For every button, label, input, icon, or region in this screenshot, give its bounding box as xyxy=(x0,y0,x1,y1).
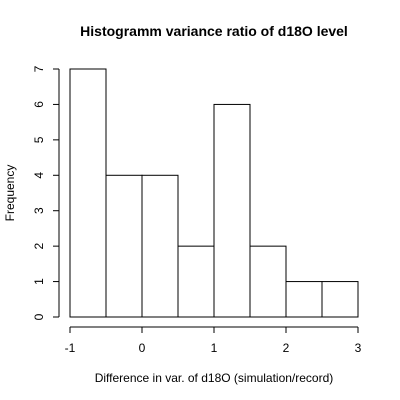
histogram-bar-4 xyxy=(177,245,215,318)
x-tick-label-4: 3 xyxy=(355,341,362,355)
y-axis-label: Frequency xyxy=(3,165,17,222)
y-tick-label-0: 0 xyxy=(32,313,46,320)
histogram-bar-6 xyxy=(249,245,287,318)
y-tick-label-1: 1 xyxy=(32,278,46,285)
histogram-bar-5 xyxy=(213,103,251,318)
y-axis: 0 1 2 3 4 5 6 7 xyxy=(32,65,60,320)
y-tick-label-3: 3 xyxy=(32,207,46,214)
y-tick-label-7: 7 xyxy=(32,65,46,72)
x-tick-label-0: -1 xyxy=(65,341,76,355)
histogram-bar-3 xyxy=(141,174,179,318)
histogram-bar-2 xyxy=(105,174,143,318)
x-tick-label-1: 0 xyxy=(139,341,146,355)
histogram-bar-8 xyxy=(321,281,359,318)
x-tick-label-2: 1 xyxy=(211,341,218,355)
y-tick-label-5: 5 xyxy=(32,136,46,143)
y-tick-label-2: 2 xyxy=(32,242,46,249)
x-axis-label: Difference in var. of d18O (simulation/r… xyxy=(95,371,334,385)
x-tick-label-3: 2 xyxy=(283,341,290,355)
histogram-bar-7 xyxy=(285,281,323,318)
histogram-bar-1 xyxy=(69,68,107,318)
chart-title: Histogramm variance ratio of d18O level xyxy=(80,23,348,39)
y-tick-label-4: 4 xyxy=(32,172,46,179)
x-axis: -1 0 1 2 3 xyxy=(65,326,362,355)
bars-group xyxy=(69,68,359,318)
y-tick-label-6: 6 xyxy=(32,101,46,108)
